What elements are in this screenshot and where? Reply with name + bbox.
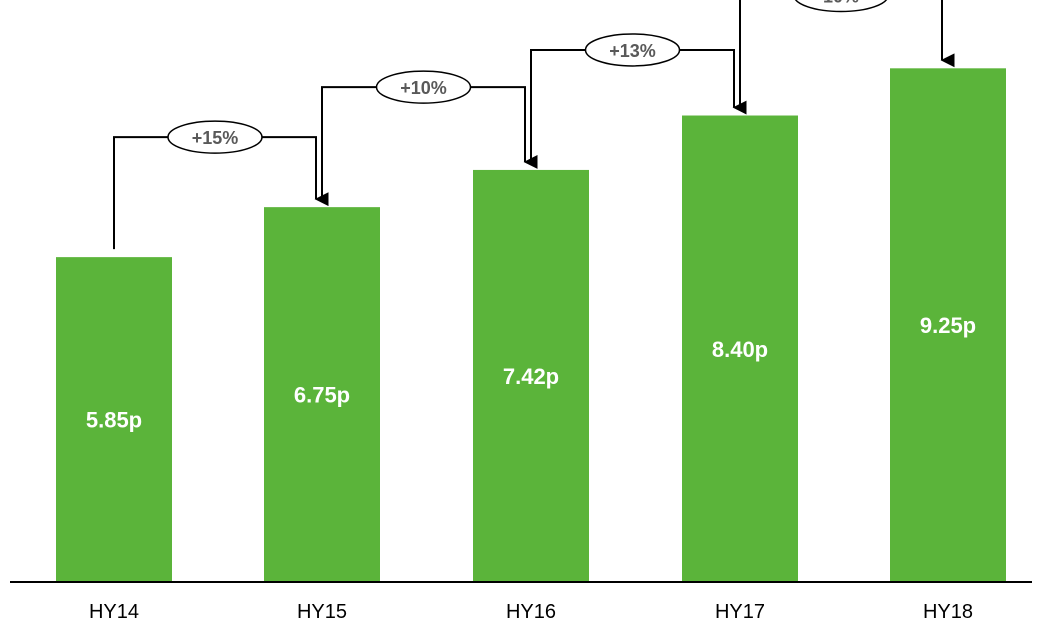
- growth-connector: +10%: [321, 70, 538, 200]
- bar-hy16: [473, 169, 589, 582]
- bar-value-label: 8.40p: [712, 337, 768, 362]
- growth-label: 10%: [823, 0, 859, 7]
- growth-connectors: +15% +10% +13% 10%: [113, 0, 955, 250]
- bars: 5.85p 6.75p 7.42p 8.40p 9.25p: [56, 68, 1006, 583]
- growth-bubble: [794, 0, 888, 13]
- growth-connector: 10%: [739, 0, 955, 108]
- x-tick-label: HY15: [297, 601, 347, 623]
- growth-label: +15%: [192, 128, 239, 148]
- bar-hy18: [890, 68, 1006, 583]
- growth-bubble: [375, 70, 472, 104]
- bar-value-label: 6.75p: [294, 383, 350, 408]
- x-tick-label: HY18: [923, 601, 973, 623]
- x-tick-label: HY16: [506, 601, 556, 623]
- connector-arrow: [739, 0, 955, 108]
- growth-bubble: [584, 33, 681, 67]
- x-tick-label: HY14: [89, 601, 139, 623]
- bar-hy14: [56, 257, 172, 582]
- growth-connector: +13%: [530, 33, 747, 162]
- bar-hy17: [682, 115, 798, 583]
- growth-connector: +15%: [113, 120, 329, 250]
- x-tick-labels: HY14 HY15 HY16 HY17 HY18: [89, 601, 973, 623]
- x-tick-label: HY17: [715, 601, 765, 623]
- bar-value-label: 5.85p: [86, 408, 142, 433]
- growth-label: +13%: [609, 41, 656, 61]
- bar-hy15: [264, 207, 380, 582]
- growth-bubble: [167, 120, 263, 154]
- bar-value-label: 9.25p: [920, 313, 976, 338]
- bar-value-label: 7.42p: [503, 364, 559, 389]
- growth-label: +10%: [400, 78, 447, 98]
